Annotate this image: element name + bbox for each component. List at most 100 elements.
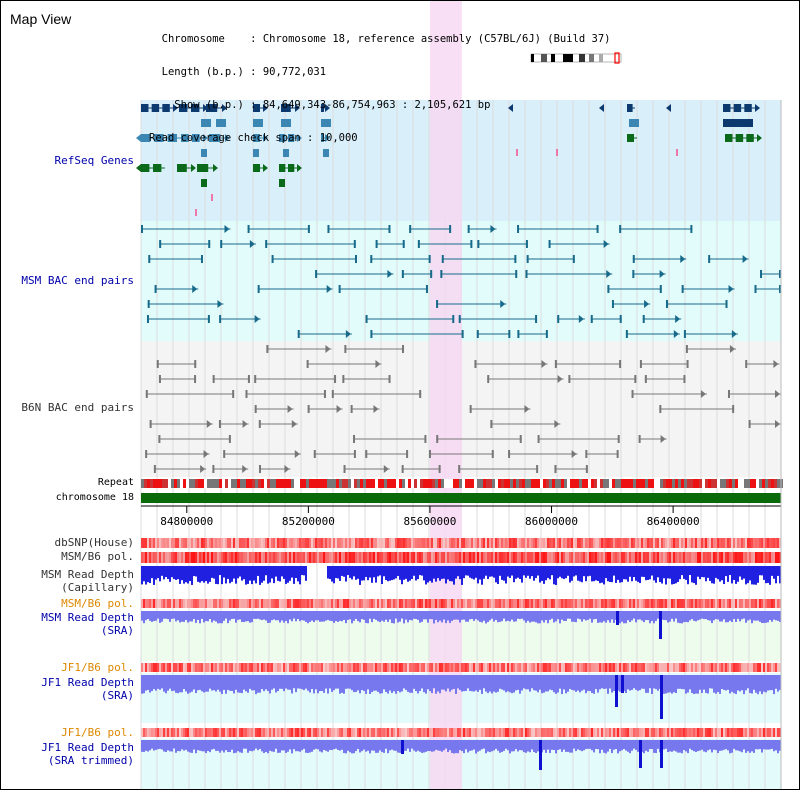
- depth-bar: [735, 611, 737, 622]
- heat-cell: [743, 538, 745, 548]
- track-label-jf1-depth-trimmed[interactable]: JF1 Read Depth: [41, 741, 134, 754]
- depth-bar: [623, 740, 625, 749]
- depth-bar: [333, 675, 335, 691]
- track-label-b6n-bac[interactable]: B6N BAC end pairs: [21, 401, 134, 414]
- depth-bar: [547, 740, 549, 750]
- heat-cell: [605, 538, 607, 548]
- track-label-repeat[interactable]: Repeat: [97, 477, 134, 488]
- bac-end: [732, 405, 735, 413]
- depth-bar: [749, 740, 751, 753]
- track-label-msm-depth-sra-sub: (SRA): [100, 624, 134, 637]
- depth-bar: [499, 675, 501, 689]
- heat-cell: [209, 599, 211, 608]
- track-label-dbsnp[interactable]: dbSNP(House): [54, 536, 134, 549]
- track-label-jf1-b6-pol-2[interactable]: JF1/B6 pol.: [61, 726, 134, 739]
- heat-cell: [525, 538, 527, 548]
- depth-bar: [239, 740, 241, 753]
- heat-cell: [393, 552, 395, 563]
- heat-cell: [479, 552, 481, 563]
- bac-end: [401, 465, 404, 473]
- depth-bar: [583, 740, 585, 751]
- heat-cell: [775, 538, 777, 548]
- depth-bar: [297, 675, 299, 689]
- depth-bar: [375, 566, 377, 583]
- depth-bar: [151, 611, 153, 622]
- heat-cell: [629, 538, 631, 548]
- heat-cell: [529, 552, 531, 563]
- track-label-refseq-genes[interactable]: RefSeq Genes: [54, 154, 134, 167]
- heat-cell: [227, 599, 229, 608]
- track-label-msm-depth-sra[interactable]: MSM Read Depth: [41, 611, 134, 624]
- heat-cell: [447, 663, 449, 672]
- heat-cell: [257, 552, 259, 563]
- heat-cell: [765, 663, 767, 672]
- bac-end: [535, 315, 538, 323]
- depth-bar: [373, 566, 375, 578]
- heat-cell: [691, 538, 693, 548]
- heat-cell: [205, 552, 207, 563]
- bac-end-arrow: [700, 390, 706, 398]
- track-label-msm-depth-capillary[interactable]: MSM Read Depth: [41, 568, 134, 581]
- depth-bar: [329, 611, 331, 621]
- gene-exon: [206, 104, 218, 112]
- repeat-element: [624, 479, 627, 488]
- heat-cell: [257, 538, 259, 548]
- depth-bar: [443, 675, 445, 690]
- heat-cell: [411, 552, 413, 563]
- bac-end: [141, 225, 144, 233]
- heat-cell: [247, 538, 249, 548]
- track-label-msm-b6-pol[interactable]: MSM/B6 pol.: [61, 550, 134, 563]
- heat-cell: [625, 728, 627, 737]
- depth-bar: [373, 611, 375, 619]
- heat-cell: [775, 552, 777, 563]
- heat-cell: [701, 599, 703, 608]
- heat-cell: [277, 728, 279, 737]
- depth-bar: [611, 611, 613, 620]
- heat-cell: [497, 552, 499, 563]
- track-label-msm-b6-pol-2[interactable]: MSM/B6 pol.: [61, 597, 134, 610]
- heat-cell: [571, 599, 573, 608]
- depth-bar: [215, 675, 217, 692]
- repeat-element: [432, 479, 435, 488]
- depth-bar: [327, 740, 329, 752]
- depth-bar: [243, 611, 245, 623]
- depth-bar: [543, 740, 545, 750]
- depth-bar: [493, 566, 495, 578]
- bac-end: [631, 390, 634, 398]
- heat-cell: [367, 599, 369, 608]
- bac-end: [683, 330, 686, 338]
- depth-bar: [575, 740, 577, 752]
- ideogram-band: [589, 54, 594, 62]
- heat-cell: [491, 728, 493, 737]
- heat-cell: [419, 599, 421, 608]
- track-label-msm-bac[interactable]: MSM BAC end pairs: [21, 274, 134, 287]
- depth-bar: [361, 611, 363, 620]
- depth-bar: [485, 675, 487, 692]
- track-label-jf1-depth-sra[interactable]: JF1 Read Depth: [41, 676, 134, 689]
- depth-bar: [603, 566, 605, 585]
- heat-cell: [505, 663, 507, 672]
- repeat-element: [159, 479, 162, 488]
- depth-bar: [763, 566, 765, 580]
- depth-bar: [777, 740, 779, 754]
- depth-bar: [777, 566, 779, 576]
- heat-cell: [583, 599, 585, 608]
- track-label-chromosome[interactable]: chromosome 18: [55, 492, 134, 503]
- depth-bar: [423, 740, 425, 753]
- heat-cell: [617, 728, 619, 737]
- heat-cell: [169, 538, 171, 548]
- heat-cell: [695, 663, 697, 672]
- heat-cell: [511, 663, 513, 672]
- heat-cell: [245, 552, 247, 563]
- depth-bar: [643, 675, 645, 689]
- heat-cell: [607, 599, 609, 608]
- repeat-element: [618, 479, 621, 488]
- repeat-element: [696, 479, 699, 488]
- heat-cell: [433, 663, 435, 672]
- heat-cell: [657, 728, 659, 737]
- track-label-jf1-b6-pol[interactable]: JF1/B6 pol.: [61, 661, 134, 674]
- heat-cell: [515, 728, 517, 737]
- depth-bar: [441, 611, 443, 623]
- heat-cell: [419, 552, 421, 563]
